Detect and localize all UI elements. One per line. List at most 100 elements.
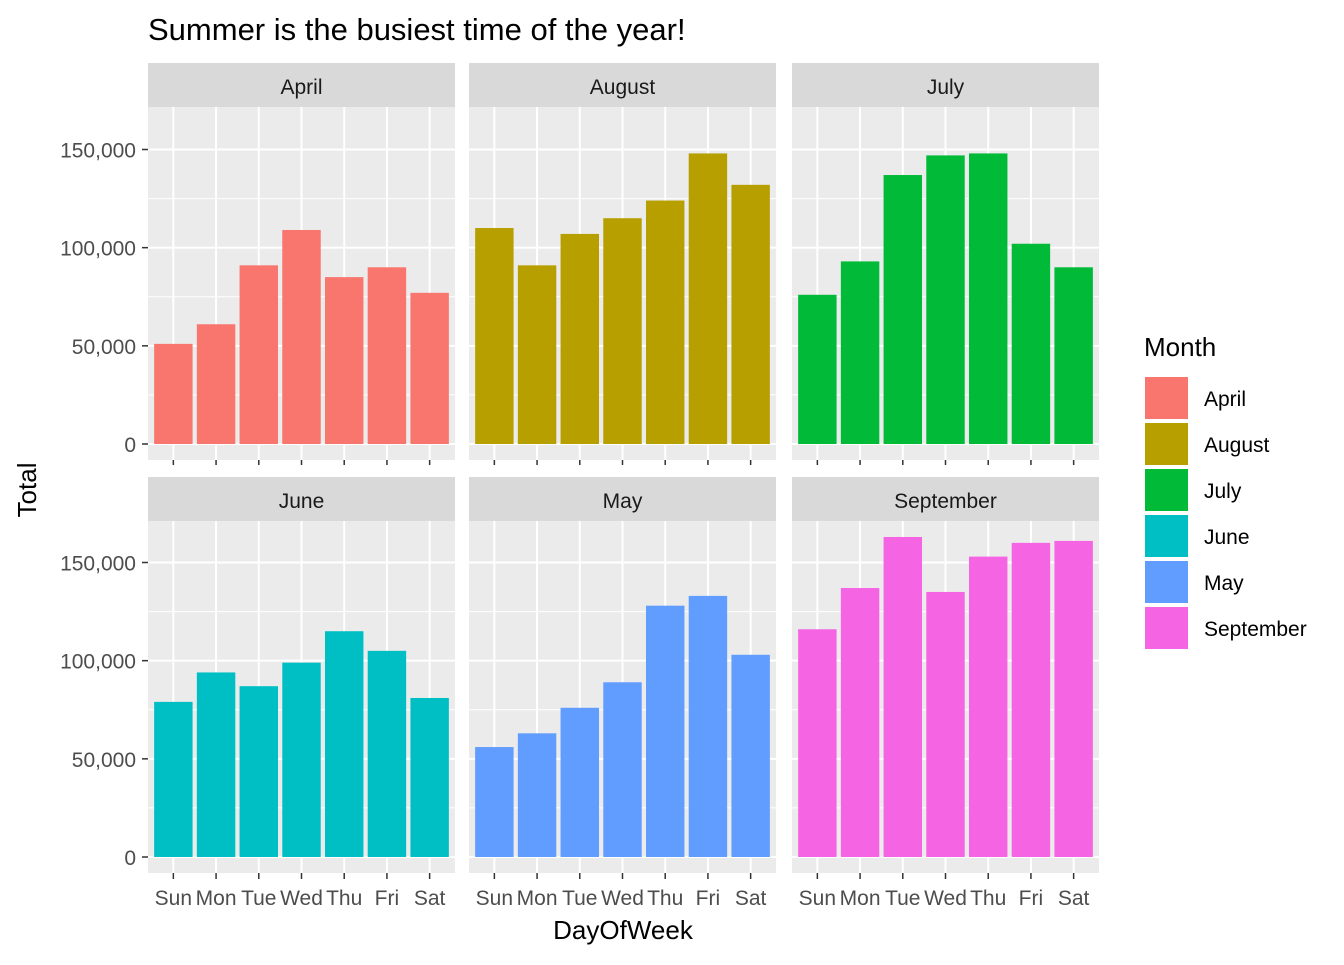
legend-key xyxy=(1145,561,1188,603)
legend-label: August xyxy=(1204,434,1270,457)
legend-key xyxy=(1145,377,1188,419)
bar xyxy=(840,588,880,857)
bar xyxy=(410,697,449,857)
bar xyxy=(239,265,279,444)
y-tick-label: 150,000 xyxy=(60,553,136,576)
legend-label: April xyxy=(1204,388,1246,411)
chart-title: Summer is the busiest time of the year! xyxy=(148,12,686,47)
facet-panel: April 0 50,000 100,000 150,000 xyxy=(60,63,455,465)
bar xyxy=(883,536,923,857)
x-tick-label: Thu xyxy=(326,887,362,910)
facet-panel: May Sun Mon Tue Wed Thu Fri Sat xyxy=(469,477,776,910)
y-tick-label: 50,000 xyxy=(72,749,136,772)
bar xyxy=(603,682,642,857)
legend-label: May xyxy=(1204,572,1244,595)
bar xyxy=(475,228,514,444)
x-tick-label: Mon xyxy=(196,887,237,910)
bar xyxy=(560,233,600,444)
bar xyxy=(926,155,965,444)
x-tick-label: Tue xyxy=(885,887,920,910)
facet-panel: September Sun Mon Tue Wed Thu Fri Sat xyxy=(792,477,1099,910)
bar xyxy=(282,662,321,857)
facet-strip-label: April xyxy=(280,76,322,99)
x-tick-label: Sat xyxy=(414,887,446,910)
facet-strip xyxy=(469,477,776,521)
facet-strip-label: May xyxy=(603,490,643,513)
legend-title: Month xyxy=(1144,332,1216,362)
y-axis-label: Total xyxy=(12,463,42,518)
bar xyxy=(731,184,770,444)
bar xyxy=(798,294,837,444)
bar xyxy=(282,229,321,444)
legend-key xyxy=(1145,423,1188,465)
x-tick-label: Mon xyxy=(517,887,558,910)
legend-key xyxy=(1145,607,1188,649)
bar xyxy=(645,200,685,444)
y-tick-label: 100,000 xyxy=(60,651,136,674)
facet-panel: August xyxy=(469,63,776,465)
y-tick-label: 150,000 xyxy=(60,140,136,163)
bar xyxy=(1011,243,1051,444)
x-tick-label: Sun xyxy=(155,887,192,910)
bar xyxy=(239,686,279,857)
facet-strip xyxy=(469,63,776,107)
x-tick-label: Fri xyxy=(1019,887,1044,910)
x-tick-label: Sun xyxy=(799,887,836,910)
facet-strip-label: June xyxy=(279,490,325,513)
bar xyxy=(367,650,407,857)
bar xyxy=(968,153,1008,444)
bar xyxy=(517,733,557,857)
bar xyxy=(517,265,557,444)
facet-strip xyxy=(148,477,455,521)
x-tick-label: Thu xyxy=(970,887,1006,910)
bar xyxy=(324,277,364,444)
legend-key xyxy=(1145,515,1188,557)
bar xyxy=(926,591,965,857)
facet-strip-label: August xyxy=(590,76,656,99)
legend-label: September xyxy=(1204,618,1307,641)
bar xyxy=(603,218,642,444)
bar xyxy=(367,267,407,444)
x-tick-label: Wed xyxy=(280,887,323,910)
bar xyxy=(798,629,837,857)
y-tick-label: 50,000 xyxy=(72,336,136,359)
facet-strip-label: September xyxy=(894,490,997,513)
x-axis-label: DayOfWeek xyxy=(553,915,694,945)
facet-panel: June 0 50,000 100,000 150,000 Sun Mon Tue Wed Thu… xyxy=(60,477,455,910)
legend-label: July xyxy=(1204,480,1242,503)
bar xyxy=(840,261,880,444)
bar xyxy=(560,707,600,857)
bar xyxy=(883,175,923,445)
facet-strip xyxy=(792,477,1099,521)
x-tick-label: Tue xyxy=(241,887,276,910)
bar xyxy=(1011,542,1051,857)
bar xyxy=(196,672,236,857)
x-tick-label: Tue xyxy=(562,887,597,910)
y-tick-label: 0 xyxy=(124,434,136,457)
bar xyxy=(196,324,236,444)
bar xyxy=(968,556,1008,857)
x-tick-label: Sat xyxy=(1058,887,1090,910)
legend-key xyxy=(1145,469,1188,511)
facet-panel: July xyxy=(792,63,1099,465)
facet-panels: April 0 50,000 100,000 150,000 August July June… xyxy=(60,63,1099,910)
bar xyxy=(688,595,728,857)
bar xyxy=(154,701,193,857)
x-tick-label: Thu xyxy=(647,887,683,910)
bar xyxy=(410,292,449,444)
bar xyxy=(1054,267,1093,444)
x-tick-label: Wed xyxy=(601,887,644,910)
x-tick-label: Wed xyxy=(924,887,967,910)
facet-strip-label: July xyxy=(927,76,965,99)
x-tick-label: Sat xyxy=(735,887,767,910)
x-tick-label: Mon xyxy=(840,887,881,910)
bar xyxy=(688,153,728,444)
y-tick-label: 0 xyxy=(124,847,136,870)
facet-strip xyxy=(792,63,1099,107)
legend: Month April August July June May September xyxy=(1144,332,1307,649)
legend-label: June xyxy=(1204,526,1250,549)
y-tick-label: 100,000 xyxy=(60,238,136,261)
bar xyxy=(154,343,193,444)
facet-strip xyxy=(148,63,455,107)
